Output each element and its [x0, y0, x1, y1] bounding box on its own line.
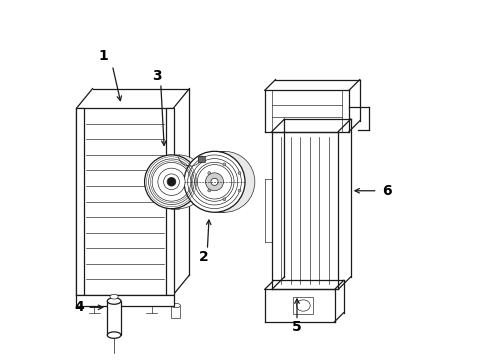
Ellipse shape — [211, 178, 218, 185]
Text: 4: 4 — [74, 300, 84, 314]
Ellipse shape — [167, 177, 176, 186]
Ellipse shape — [205, 173, 223, 191]
Ellipse shape — [223, 198, 226, 201]
Ellipse shape — [223, 163, 226, 166]
Bar — [76, 108, 84, 296]
Bar — [172, 306, 180, 318]
Ellipse shape — [172, 303, 180, 308]
Ellipse shape — [110, 294, 118, 299]
Ellipse shape — [194, 151, 255, 212]
Ellipse shape — [107, 332, 121, 338]
Text: 3: 3 — [152, 69, 162, 83]
Ellipse shape — [197, 165, 232, 199]
Ellipse shape — [158, 168, 185, 195]
Text: 6: 6 — [382, 184, 392, 198]
Ellipse shape — [238, 172, 241, 175]
Ellipse shape — [238, 189, 241, 192]
Ellipse shape — [296, 300, 310, 311]
Ellipse shape — [152, 155, 205, 209]
Bar — [76, 295, 174, 306]
Ellipse shape — [107, 298, 121, 304]
Bar — [294, 297, 313, 314]
Text: 1: 1 — [98, 49, 108, 63]
Ellipse shape — [145, 155, 198, 209]
Bar — [166, 108, 174, 296]
Ellipse shape — [164, 174, 179, 190]
Ellipse shape — [184, 151, 245, 212]
Text: 5: 5 — [292, 320, 302, 334]
Ellipse shape — [198, 156, 205, 162]
Ellipse shape — [208, 172, 211, 175]
Ellipse shape — [208, 189, 211, 192]
Bar — [107, 301, 121, 335]
Bar — [198, 156, 205, 162]
Text: 2: 2 — [199, 250, 209, 264]
